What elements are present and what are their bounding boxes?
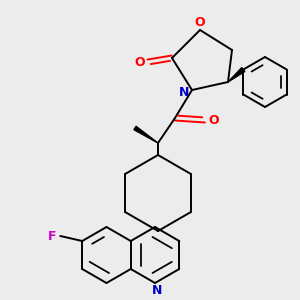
Polygon shape xyxy=(228,68,245,82)
Text: N: N xyxy=(152,284,162,298)
Text: F: F xyxy=(48,230,56,242)
Text: N: N xyxy=(179,85,189,98)
Text: O: O xyxy=(209,113,219,127)
Text: O: O xyxy=(195,16,205,28)
Polygon shape xyxy=(134,126,158,143)
Text: O: O xyxy=(135,56,145,68)
